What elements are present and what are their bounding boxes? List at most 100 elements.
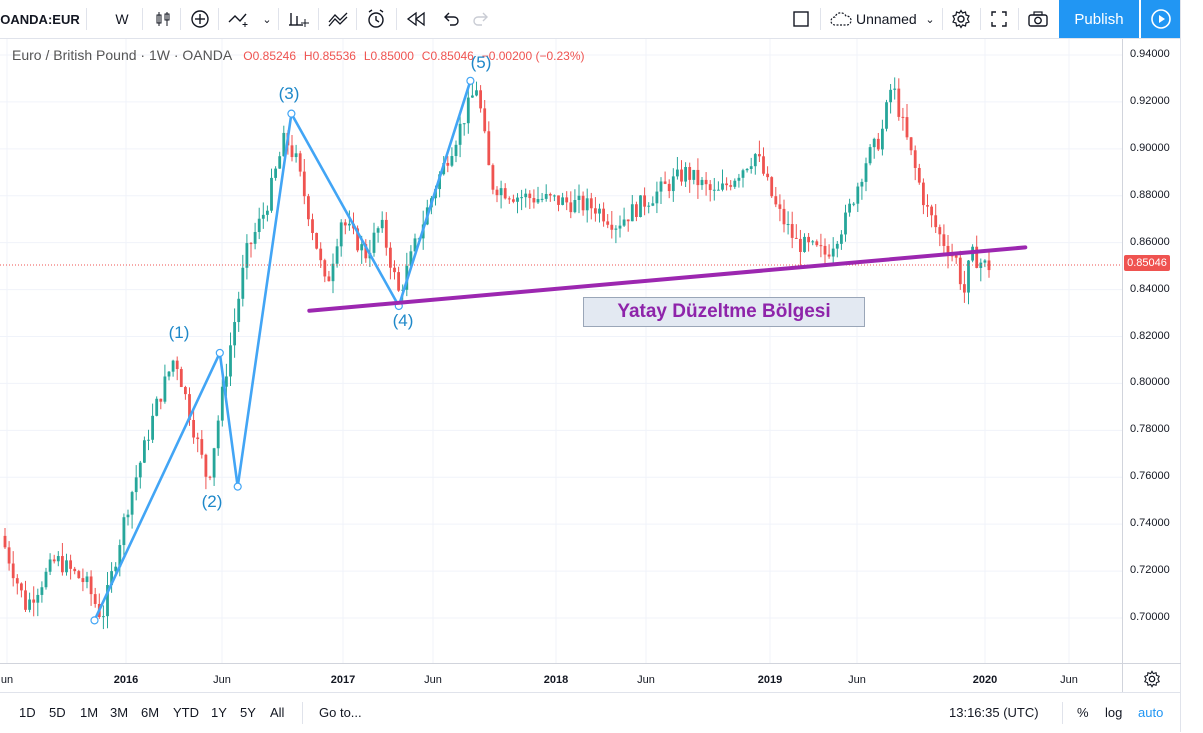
candle-body <box>589 198 593 209</box>
cloud-icon[interactable] <box>827 0 855 38</box>
candle-body <box>110 571 113 586</box>
candle-body <box>852 203 856 205</box>
divider <box>942 8 943 30</box>
percent-toggle[interactable]: % <box>1077 704 1089 720</box>
correction-zone-label[interactable]: Yatay Düzeltme Bölgesi <box>583 297 865 327</box>
candle-body <box>614 228 618 230</box>
candle-body <box>163 376 167 402</box>
interval-selector[interactable]: W <box>115 11 129 27</box>
candle-body <box>147 439 150 441</box>
candle-body <box>844 212 847 235</box>
wave-point[interactable] <box>215 348 224 358</box>
time-axis[interactable]: un 2016 Jun 2017 Jun 2018 Jun 2019 Jun 2020 Jun <box>0 663 1122 693</box>
wave-point[interactable] <box>466 76 475 85</box>
candle-body <box>487 131 491 166</box>
candle-body <box>184 387 187 395</box>
candle-body <box>733 180 737 187</box>
candle-body <box>819 245 823 247</box>
publish-button[interactable]: Publish <box>1059 0 1139 38</box>
candle-body <box>93 594 97 604</box>
candle-body <box>536 199 540 203</box>
candle-body <box>700 179 704 186</box>
symbol-search[interactable]: OANDA:EUR <box>0 11 80 27</box>
range-ytd[interactable]: YTD <box>173 704 199 720</box>
wave-point[interactable] <box>233 482 242 491</box>
range-all[interactable]: All <box>270 704 285 720</box>
candle-body <box>569 202 573 213</box>
layout-name[interactable]: Unnamed <box>856 11 917 27</box>
candle-body <box>967 260 970 293</box>
time-tick: 2019 <box>757 674 783 686</box>
candle-body <box>171 360 175 372</box>
price-chart[interactable] <box>0 39 1122 663</box>
wave-points <box>90 76 475 625</box>
candle-body <box>302 171 306 197</box>
auto-toggle[interactable]: auto <box>1138 704 1164 720</box>
camera-icon[interactable] <box>1024 0 1052 38</box>
candle-body <box>581 195 585 211</box>
candle-body <box>237 298 241 323</box>
candle-body <box>446 162 450 166</box>
fullscreen-icon[interactable] <box>986 0 1012 38</box>
square-icon[interactable] <box>788 0 814 38</box>
log-toggle[interactable]: log <box>1105 704 1123 720</box>
candle-body <box>331 263 335 282</box>
candle-body <box>741 170 745 178</box>
candle-body <box>348 223 351 226</box>
price-tick: 0.94000 <box>1130 48 1170 60</box>
replay-icon[interactable] <box>402 0 430 38</box>
range-1y[interactable]: 1Y <box>211 704 227 720</box>
candle-body <box>479 90 482 109</box>
range-5y[interactable]: 5Y <box>240 704 256 720</box>
range-1m[interactable]: 1M <box>80 704 99 720</box>
candle-body <box>594 208 597 214</box>
chevron-down-icon[interactable]: ⌄ <box>925 13 935 26</box>
candle-body <box>602 208 605 222</box>
divider <box>356 8 357 30</box>
chart-legend: Euro / British Pound · 1W · OANDA O0.852… <box>12 47 584 63</box>
candle-body <box>721 183 724 190</box>
elliott-wave-line[interactable] <box>93 80 472 621</box>
alert-icon[interactable] <box>362 0 390 38</box>
candle-body <box>32 599 36 603</box>
candle-body <box>704 179 708 185</box>
range-3m[interactable]: 3M <box>110 704 129 720</box>
candle-body <box>573 199 577 213</box>
chevron-down-icon[interactable]: ⌄ <box>262 13 272 26</box>
price-axis[interactable]: 0.94000 0.92000 0.90000 0.88000 0.86000 0.840… <box>1122 39 1181 663</box>
wave-label-3: (3) <box>278 84 300 103</box>
bar-tool-icon[interactable] <box>284 0 312 38</box>
candle-body <box>618 225 622 229</box>
pattern-icon[interactable] <box>324 0 352 38</box>
candle-body <box>876 138 880 150</box>
candle-body <box>729 185 733 187</box>
play-icon[interactable] <box>1141 0 1180 38</box>
price-tick: 0.70000 <box>1130 611 1170 623</box>
undo-icon[interactable] <box>438 0 464 38</box>
trend-line[interactable] <box>307 245 1028 313</box>
goto-button[interactable]: Go to... <box>319 704 362 720</box>
candle-body <box>926 205 929 207</box>
candle-body <box>930 206 933 216</box>
range-6m[interactable]: 6M <box>141 704 160 720</box>
candle-body <box>130 492 134 515</box>
candle-body <box>229 345 232 377</box>
candle-body <box>938 227 942 235</box>
candles-icon[interactable] <box>150 0 176 38</box>
candle-body <box>7 547 11 564</box>
wave-point[interactable] <box>287 109 296 118</box>
candle-body <box>15 578 19 584</box>
divider <box>318 8 319 30</box>
range-5d[interactable]: 5D <box>49 704 66 720</box>
range-1d[interactable]: 1D <box>19 704 36 720</box>
candle-body <box>28 599 31 610</box>
line-tool-icon[interactable] <box>225 0 253 38</box>
wave-point[interactable] <box>90 616 99 625</box>
candle-body <box>688 166 692 180</box>
clock-readout[interactable]: 13:16:35 (UTC) <box>949 704 1039 720</box>
gear-icon[interactable] <box>948 0 974 38</box>
add-indicator-icon[interactable] <box>187 0 213 38</box>
redo-icon[interactable] <box>468 0 494 38</box>
candle-body <box>676 169 679 177</box>
chart-settings-gear-icon[interactable] <box>1122 663 1181 693</box>
